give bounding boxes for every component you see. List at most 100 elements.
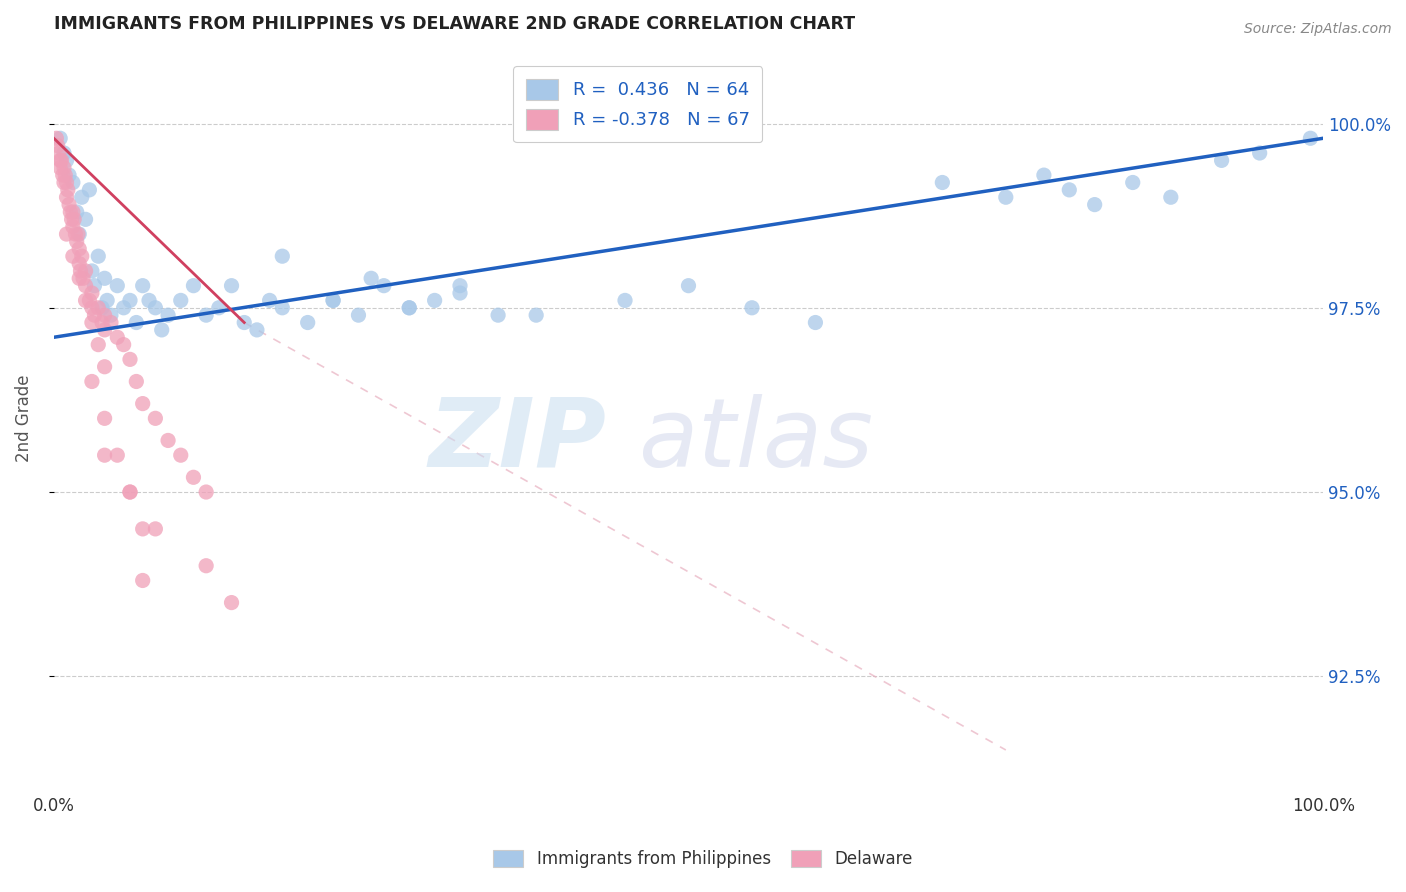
Point: [1032, 168, 1054, 182]
Point: [347, 308, 370, 322]
Point: [398, 301, 420, 315]
Point: [93, 448, 115, 462]
Point: [67, 242, 90, 256]
Point: [131, 278, 153, 293]
Point: [67, 227, 90, 241]
Point: [48, 146, 70, 161]
Point: [614, 293, 637, 308]
Point: [62, 249, 84, 263]
Point: [524, 308, 547, 322]
Legend: Immigrants from Philippines, Delaware: Immigrants from Philippines, Delaware: [486, 843, 920, 875]
Point: [70, 249, 93, 263]
Point: [87, 337, 110, 351]
Point: [170, 448, 193, 462]
Point: [145, 411, 167, 425]
Point: [100, 316, 122, 330]
Point: [157, 434, 180, 448]
Point: [55, 176, 77, 190]
Point: [297, 316, 319, 330]
Point: [83, 278, 105, 293]
Point: [52, 168, 75, 182]
Point: [195, 308, 218, 322]
Point: [79, 183, 101, 197]
Y-axis label: 2nd Grade: 2nd Grade: [15, 375, 32, 462]
Point: [55, 190, 77, 204]
Point: [145, 301, 167, 315]
Point: [80, 264, 103, 278]
Point: [183, 470, 205, 484]
Point: [1059, 183, 1081, 197]
Point: [271, 249, 294, 263]
Point: [49, 161, 72, 175]
Point: [195, 558, 218, 573]
Point: [96, 293, 118, 308]
Point: [55, 153, 77, 168]
Point: [118, 352, 141, 367]
Point: [91, 301, 114, 315]
Point: [79, 293, 101, 308]
Point: [93, 411, 115, 425]
Point: [53, 161, 76, 175]
Point: [87, 249, 110, 263]
Point: [131, 574, 153, 588]
Point: [93, 271, 115, 285]
Point: [112, 337, 135, 351]
Point: [118, 293, 141, 308]
Point: [271, 301, 294, 315]
Text: ZIP: ZIP: [427, 394, 606, 487]
Point: [112, 301, 135, 315]
Point: [46, 138, 69, 153]
Point: [125, 316, 148, 330]
Point: [67, 256, 90, 270]
Point: [1084, 197, 1107, 211]
Point: [322, 293, 344, 308]
Point: [93, 308, 115, 322]
Point: [195, 485, 218, 500]
Point: [67, 271, 90, 285]
Point: [70, 190, 93, 204]
Point: [373, 278, 395, 293]
Point: [118, 485, 141, 500]
Point: [93, 359, 115, 374]
Point: [55, 227, 77, 241]
Point: [150, 323, 173, 337]
Point: [994, 190, 1017, 204]
Point: [58, 197, 80, 211]
Point: [72, 271, 94, 285]
Point: [45, 131, 67, 145]
Point: [246, 323, 269, 337]
Point: [53, 168, 76, 182]
Point: [93, 323, 115, 337]
Point: [62, 205, 84, 219]
Point: [145, 522, 167, 536]
Point: [259, 293, 281, 308]
Point: [105, 448, 128, 462]
Point: [91, 316, 114, 330]
Legend: R =  0.436   N = 64, R = -0.378   N = 67: R = 0.436 N = 64, R = -0.378 N = 67: [513, 66, 762, 142]
Point: [1160, 190, 1182, 204]
Point: [125, 375, 148, 389]
Point: [80, 301, 103, 315]
Point: [170, 293, 193, 308]
Point: [931, 176, 953, 190]
Text: IMMIGRANTS FROM PHILIPPINES VS DELAWARE 2ND GRADE CORRELATION CHART: IMMIGRANTS FROM PHILIPPINES VS DELAWARE …: [53, 15, 855, 33]
Point: [80, 375, 103, 389]
Point: [233, 316, 256, 330]
Point: [157, 308, 180, 322]
Point: [80, 316, 103, 330]
Point: [53, 146, 76, 161]
Point: [131, 396, 153, 410]
Point: [1299, 131, 1322, 145]
Point: [741, 301, 763, 315]
Point: [100, 308, 122, 322]
Point: [62, 219, 84, 234]
Point: [65, 227, 87, 241]
Point: [183, 278, 205, 293]
Point: [208, 301, 231, 315]
Point: [449, 278, 471, 293]
Point: [66, 235, 89, 249]
Point: [486, 308, 509, 322]
Point: [449, 286, 471, 301]
Text: Source: ZipAtlas.com: Source: ZipAtlas.com: [1244, 22, 1392, 37]
Point: [105, 278, 128, 293]
